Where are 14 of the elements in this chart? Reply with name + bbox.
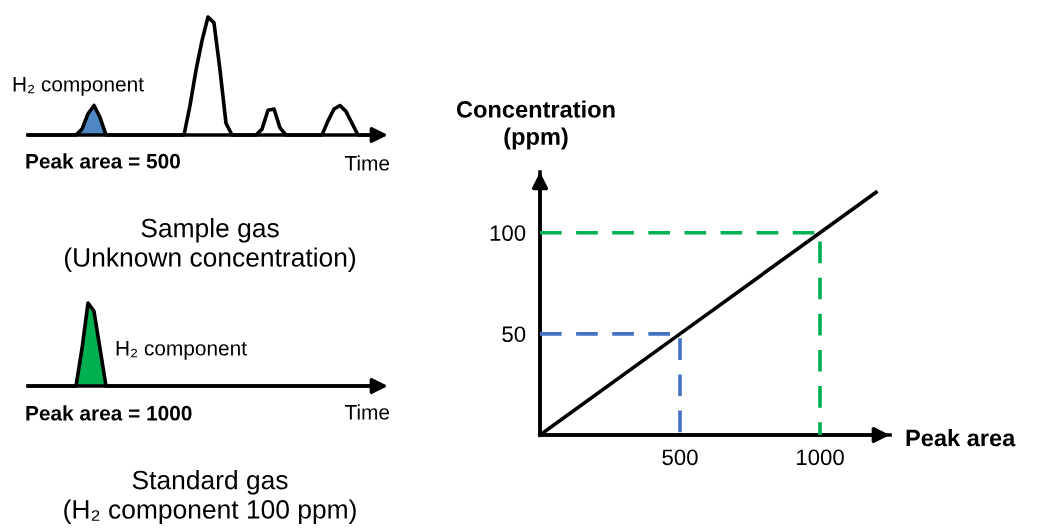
x-tick-label: 1000 [796,449,844,466]
y-axis-title: Concentration (ppm) [456,100,615,150]
text: Peak area = 500 [26,153,180,169]
x-axis-title: Time [344,155,390,171]
y-tick-label: 50 [502,326,526,343]
text: Standard gas (H₂ component 100 ppm) [64,470,356,524]
x-axis-title: Peak area [906,428,1016,447]
y-tick-label: 100 [490,225,526,241]
text: Peak area = 1000 [26,405,192,421]
annotation: H₂ component [116,341,247,360]
x-tick-label: 500 [662,449,698,466]
annotation: H₂ component [13,77,144,96]
text: Sample gas (Unknown concentration) [64,218,356,272]
x-axis-title: Time [344,404,390,420]
